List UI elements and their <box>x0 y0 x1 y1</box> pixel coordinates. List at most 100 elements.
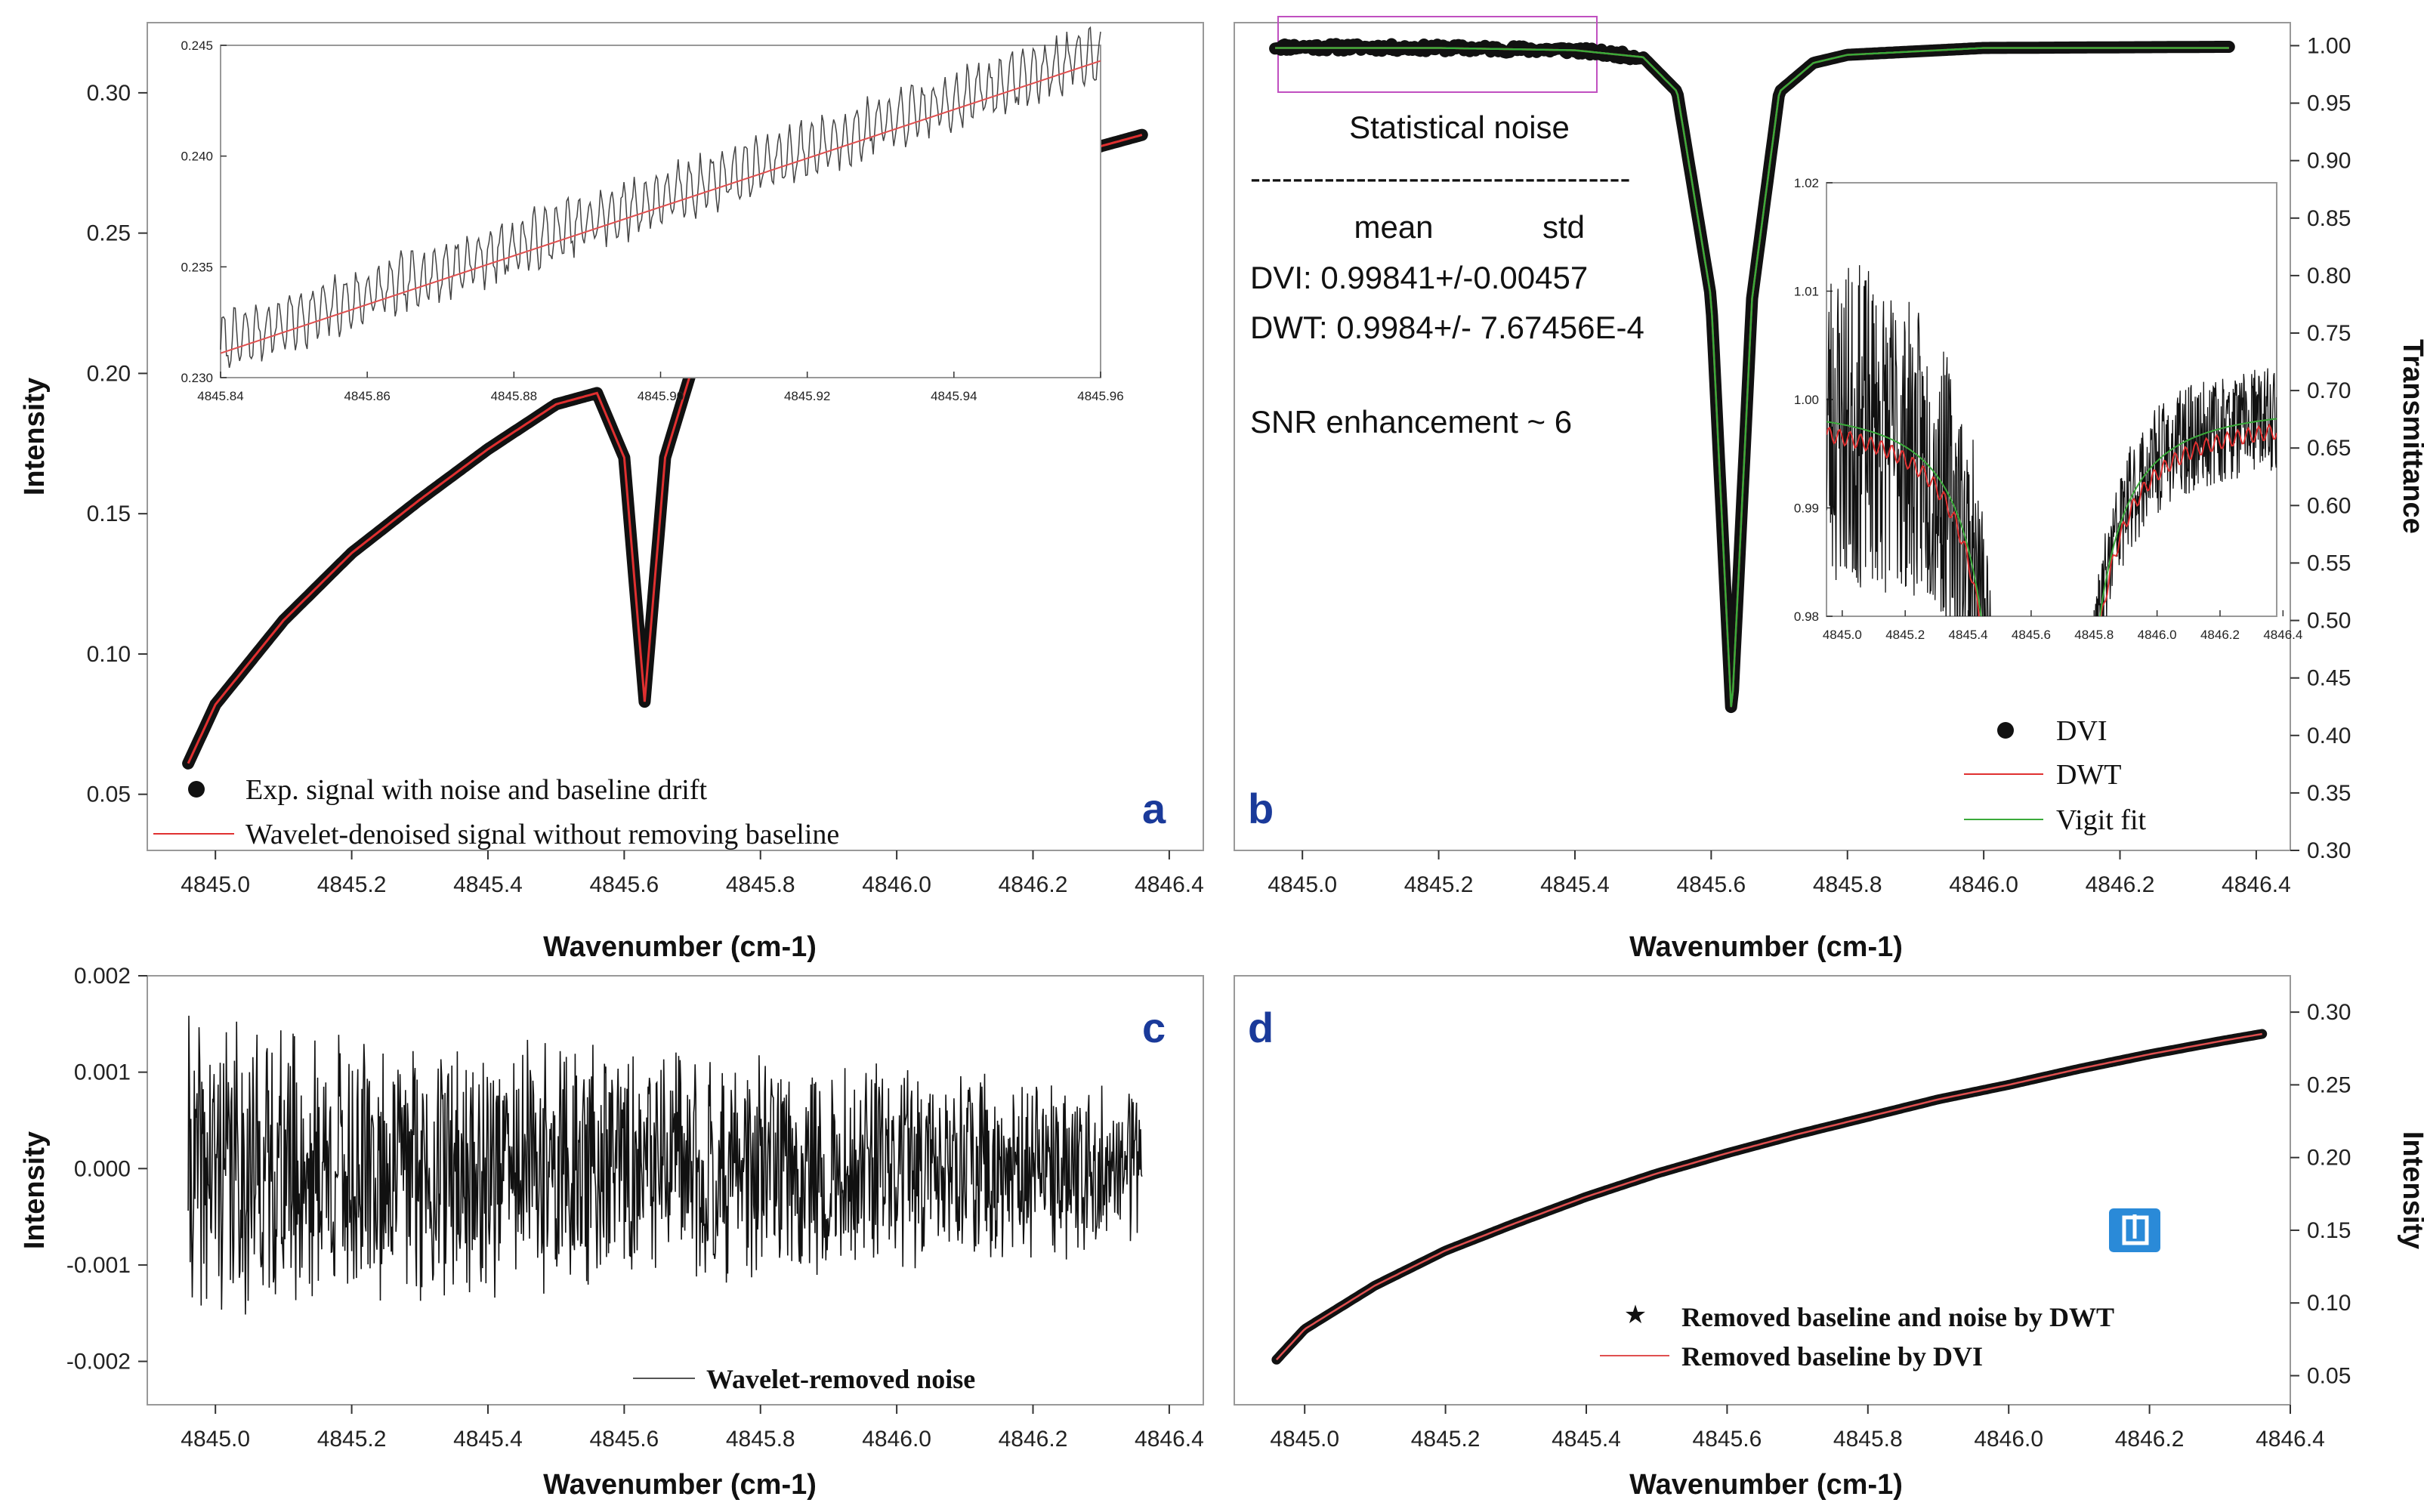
inset-y-tick-label: 0.230 <box>181 371 213 385</box>
inset-x-tick-label: 4846.2 <box>2200 628 2240 642</box>
x-tick-label: 4846.0 <box>1974 1427 2043 1452</box>
panel-b-frame <box>1234 22 2291 851</box>
y-tick-label: 0.50 <box>2307 609 2351 634</box>
inset-x-tick-label: 4845.92 <box>784 389 830 403</box>
inset-y-tick-label: 0.235 <box>181 260 213 274</box>
y-tick-label: 0.75 <box>2307 321 2351 346</box>
x-tick-label: 4845.4 <box>453 1427 523 1452</box>
panel-c-frame <box>147 975 1204 1406</box>
panel-c-data <box>187 1015 1143 1315</box>
legend-label-dwt: DWT <box>2056 759 2122 791</box>
panel-a-frame <box>147 22 1204 851</box>
x-tick-label: 4845.2 <box>1404 872 1474 897</box>
x-tick-label: 4846.2 <box>2086 872 2155 897</box>
annotation-title: Statistical noise <box>1349 110 1570 145</box>
panel-d-y-ticks: 0.05 0.10 0.15 0.20 0.25 0.30 <box>2290 1000 2351 1388</box>
y-tick-label: 0.80 <box>2307 264 2351 289</box>
x-tick-label: 4846.0 <box>862 872 931 897</box>
y-tick-label: -0.002 <box>66 1350 131 1375</box>
x-tick-label: 4845.0 <box>181 872 250 897</box>
annotation-dwt-stats: DWT: 0.9984+/- 7.67456E-4 <box>1250 310 1644 345</box>
y-tick-label: 0.20 <box>2307 1146 2351 1171</box>
panel-a-inset-frame <box>220 45 1101 378</box>
y-tick-label: 0.30 <box>87 81 131 106</box>
inset-denoised-line <box>220 60 1101 354</box>
y-tick-label: 0.65 <box>2307 436 2351 461</box>
legend-label-vigit: Vigit fit <box>2056 804 2147 836</box>
x-tick-label: 4845.4 <box>1552 1427 1621 1452</box>
y-tick-label: 0.30 <box>2307 1000 2351 1025</box>
legend-label-dvi: DVI <box>2056 715 2107 747</box>
panel-b: 4845.0 4845.2 4845.4 4845.6 4845.8 4846.0 4846… <box>1234 16 2424 963</box>
y-tick-label: 1.00 <box>2307 33 2351 58</box>
inset-x-tick-label: 4845.94 <box>931 389 977 403</box>
y-tick-label: 0.15 <box>2307 1218 2351 1243</box>
y-tick-label: 0.60 <box>2307 493 2351 518</box>
panel-label-c: c <box>1142 1004 1166 1051</box>
annotation-dvi-stats: DVI: 0.99841+/-0.00457 <box>1250 260 1588 295</box>
y-tick-label: 0.85 <box>2307 206 2351 231</box>
y-tick-label: 0.55 <box>2307 551 2351 575</box>
inset-x-tick-label: 4845.86 <box>344 389 390 403</box>
x-tick-label: 4845.0 <box>1270 1427 1339 1452</box>
panel-a-x-ticks: 4845.0 4845.2 4845.4 4845.6 4845.8 4846.0 4846… <box>181 850 1204 897</box>
x-tick-label: 4846.4 <box>2256 1427 2325 1452</box>
x-tick-label: 4846.2 <box>2115 1427 2185 1452</box>
panel-label-a: a <box>1142 785 1166 832</box>
x-tick-label: 4845.2 <box>317 872 387 897</box>
x-tick-label: 4845.2 <box>317 1427 387 1452</box>
inset-x-tick-label: 4845.8 <box>2074 628 2114 642</box>
panel-c-y-label: Intensity <box>19 1131 51 1249</box>
panel-d-x-label: Wavenumber (cm-1) <box>1629 1469 1903 1501</box>
panel-b-inset: 4845.0 4845.2 4845.4 4845.6 4845.8 4846.0 4846… <box>1794 176 2302 642</box>
y-tick-label: 0.10 <box>2307 1291 2351 1316</box>
x-tick-label: 4845.8 <box>1813 872 1882 897</box>
y-tick-label: 0.90 <box>2307 149 2351 174</box>
y-tick-label: 0.95 <box>2307 91 2351 116</box>
x-tick-label: 4845.0 <box>1268 872 1337 897</box>
x-tick-label: 4845.2 <box>1411 1427 1481 1452</box>
panel-a-inset: 4845.84 4845.86 4845.88 4845.90 4845.92 4845.… <box>181 26 1124 403</box>
x-tick-label: 4846.4 <box>1135 1427 1204 1452</box>
y-tick-label: 0.35 <box>2307 781 2351 806</box>
x-tick-label: 4845.8 <box>726 1427 795 1452</box>
panel-a-inset-data <box>220 26 1101 369</box>
annotation-header-mean: mean <box>1354 209 1433 245</box>
panel-c-x-ticks: 4845.0 4845.2 4845.4 4845.6 4845.8 4846.0 4846… <box>181 1405 1204 1452</box>
y-tick-label: 0.70 <box>2307 378 2351 403</box>
y-tick-label: 0.002 <box>74 964 131 989</box>
x-tick-label: 4845.8 <box>1833 1427 1903 1452</box>
panel-b-y-ticks: 0.30 0.35 0.40 0.45 0.50 0.55 0.60 0.65 0.70 0.75… <box>2290 33 2351 863</box>
inset-y-tick-label: 0.98 <box>1794 609 1819 624</box>
dvi-baseline-line <box>1275 1032 2262 1361</box>
inset-x-tick-label: 4845.0 <box>1823 628 1862 642</box>
inset-x-tick-label: 4845.90 <box>638 389 684 403</box>
x-tick-label: 4845.4 <box>1540 872 1610 897</box>
panel-b-inset-ticks: 4845.0 4845.2 4845.4 4845.6 4845.8 4846.0 4846… <box>1794 176 2302 642</box>
inset-x-tick-label: 4845.2 <box>1885 628 1925 642</box>
y-tick-label: 0.25 <box>2307 1072 2351 1097</box>
y-tick-label: 0.20 <box>87 361 131 386</box>
inset-y-tick-label: 1.02 <box>1794 176 1819 190</box>
x-tick-label: 4845.6 <box>589 1427 659 1452</box>
panel-d-frame <box>1234 975 2291 1406</box>
panel-c-y-ticks: -0.002 -0.001 0.000 0.001 0.002 <box>66 964 147 1375</box>
y-tick-label: 0.30 <box>2307 838 2351 863</box>
panel-d: 4845.0 4845.2 4845.4 4845.6 4845.8 4846.0 4846… <box>1234 975 2424 1501</box>
voigt-fit-line <box>1275 47 2229 708</box>
x-tick-label: 4845.6 <box>1676 872 1746 897</box>
panel-a-y-ticks: 0.05 0.10 0.15 0.20 0.25 0.30 <box>87 81 147 807</box>
panel-d-data <box>1271 1029 2268 1365</box>
x-tick-label: 4845.0 <box>181 1427 250 1452</box>
inset-y-tick-label: 1.01 <box>1794 285 1819 299</box>
x-tick-label: 4846.0 <box>862 1427 931 1452</box>
panel-a-y-label: Intensity <box>19 378 51 495</box>
legend-label-noise: Wavelet-removed noise <box>706 1364 975 1394</box>
y-tick-label: 0.001 <box>74 1060 131 1085</box>
panel-b-x-label: Wavenumber (cm-1) <box>1629 931 1903 963</box>
inset-x-tick-label: 4845.84 <box>197 389 243 403</box>
legend-marker-exp-signal <box>188 781 205 798</box>
y-tick-label: -0.001 <box>66 1253 131 1278</box>
panel-label-d: d <box>1248 1004 1274 1051</box>
